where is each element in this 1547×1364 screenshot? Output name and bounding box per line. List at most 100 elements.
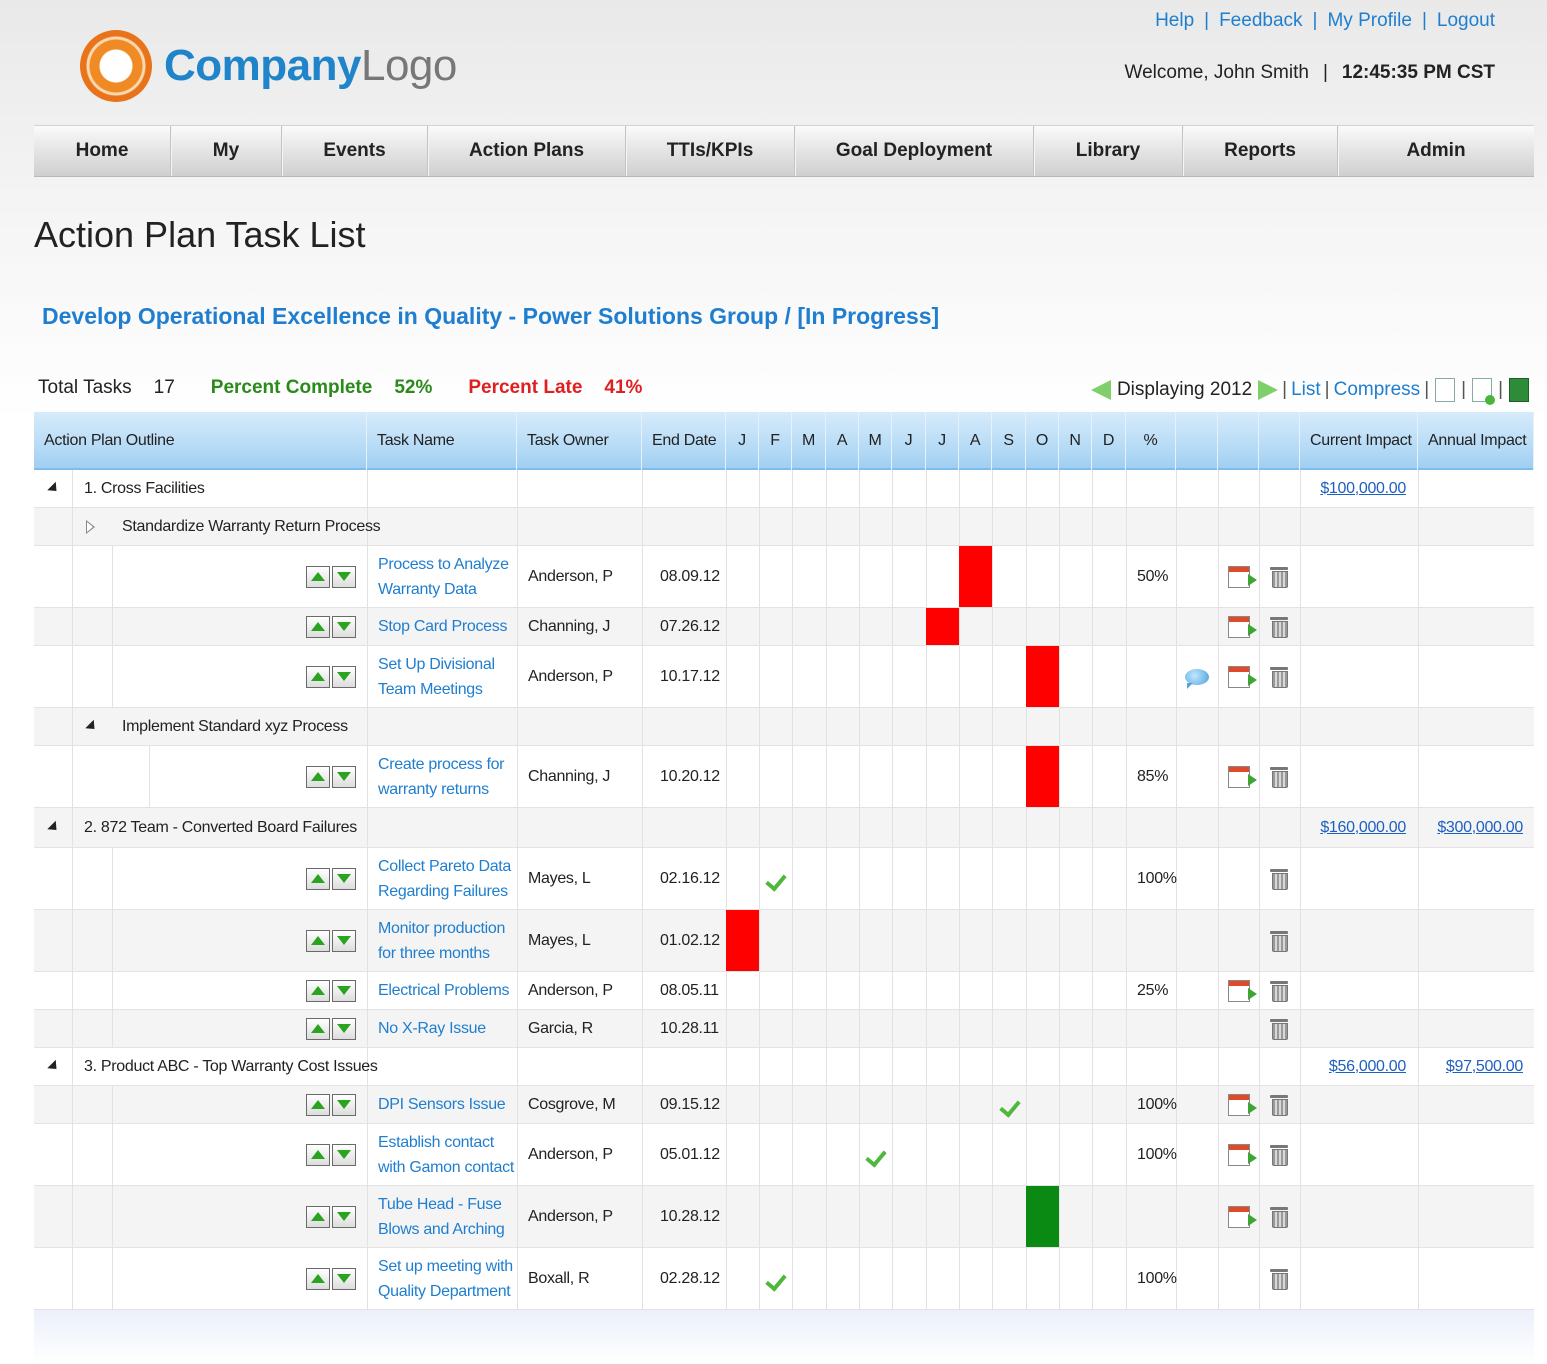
move-up-button[interactable] <box>306 979 330 1002</box>
excel-export-icon[interactable] <box>1509 378 1529 402</box>
task-name-line[interactable]: Warranty Data <box>378 580 477 598</box>
on-time-task-bar[interactable] <box>1026 1186 1059 1247</box>
delete-task-button[interactable] <box>1270 746 1288 807</box>
move-down-button[interactable] <box>332 1205 356 1228</box>
move-down-button[interactable] <box>332 1267 356 1290</box>
group-label[interactable]: 2. 872 Team - Converted Board Failures <box>84 818 357 836</box>
late-task-bar[interactable] <box>1026 746 1059 807</box>
task-name[interactable]: Set up meeting with Quality Department <box>378 1248 513 1309</box>
compress-link[interactable]: Compress <box>1333 379 1421 400</box>
my-profile-link[interactable]: My Profile <box>1327 10 1412 31</box>
task-name-line[interactable]: Monitor production <box>378 919 506 937</box>
move-down-button[interactable] <box>332 1143 356 1166</box>
company-logo[interactable]: CompanyLogo <box>80 30 457 102</box>
current-impact-value[interactable]: $56,000.00 <box>1328 1057 1406 1075</box>
help-link[interactable]: Help <box>1155 10 1195 31</box>
nav-action-plans[interactable]: Action Plans <box>428 126 626 176</box>
col-task-name[interactable]: Task Name <box>367 412 517 470</box>
subgroup-label[interactable]: Implement Standard xyz Process <box>122 717 348 735</box>
col-current-impact[interactable]: Current Impact <box>1300 412 1418 470</box>
task-name[interactable]: Stop Card Process <box>378 608 507 645</box>
move-down-button[interactable] <box>332 979 356 1002</box>
move-down-button[interactable] <box>332 615 356 638</box>
task-name[interactable]: Establish contact with Gamon contact <box>378 1124 514 1185</box>
task-name-line[interactable]: Establish contact <box>378 1133 494 1151</box>
annual-impact-value[interactable]: $97,500.00 <box>1445 1057 1523 1075</box>
task-name-line[interactable]: Tube Head - Fuse <box>378 1195 502 1213</box>
task-name-line[interactable]: Regarding Failures <box>378 882 508 900</box>
reschedule-button[interactable] <box>1228 1124 1257 1185</box>
delete-task-button[interactable] <box>1270 646 1288 707</box>
nav-ttis-kpis[interactable]: TTIs/KPIs <box>626 126 795 176</box>
current-impact-value[interactable]: $160,000.00 <box>1320 818 1406 836</box>
reschedule-button[interactable] <box>1228 546 1257 607</box>
move-down-button[interactable] <box>332 867 356 890</box>
delete-task-button[interactable] <box>1270 1186 1288 1247</box>
reschedule-button[interactable] <box>1228 972 1257 1009</box>
collapse-toggle[interactable] <box>47 470 61 507</box>
task-name[interactable]: Tube Head - Fuse Blows and Arching <box>378 1186 505 1247</box>
collapse-toggle[interactable] <box>47 1048 61 1085</box>
task-name[interactable]: Process to Analyze Warranty Data <box>378 546 509 607</box>
nav-home[interactable]: Home <box>34 126 171 176</box>
task-name-line[interactable]: DPI Sensors Issue <box>378 1096 506 1113</box>
move-down-button[interactable] <box>332 765 356 788</box>
nav-admin[interactable]: Admin <box>1406 140 1466 161</box>
next-year-icon[interactable] <box>1258 380 1279 400</box>
task-name-line[interactable]: with Gamon contact <box>378 1158 514 1176</box>
delete-task-button[interactable] <box>1270 1010 1288 1047</box>
task-name-line[interactable]: Set Up Divisional <box>378 655 495 673</box>
delete-task-button[interactable] <box>1270 848 1288 909</box>
task-name-line[interactable]: Stop Card Process <box>378 618 508 635</box>
task-name-line[interactable]: Team Meetings <box>378 680 483 698</box>
nav-my[interactable]: My <box>171 126 282 176</box>
feedback-link[interactable]: Feedback <box>1219 10 1303 31</box>
move-up-button[interactable] <box>306 1017 330 1040</box>
move-down-button[interactable] <box>332 565 356 588</box>
delete-task-button[interactable] <box>1270 910 1288 971</box>
task-name[interactable]: No X-Ray Issue <box>378 1010 486 1047</box>
col-annual-impact[interactable]: Annual Impact <box>1418 412 1534 470</box>
move-up-button[interactable] <box>306 565 330 588</box>
move-up-button[interactable] <box>306 1267 330 1290</box>
late-task-bar[interactable] <box>926 608 959 645</box>
task-name[interactable]: Electrical Problems <box>378 972 510 1009</box>
task-name-line[interactable]: Set up meeting with <box>378 1257 513 1275</box>
prev-year-icon[interactable] <box>1090 380 1111 400</box>
task-name-line[interactable]: Blows and Arching <box>378 1220 505 1238</box>
move-up-button[interactable] <box>306 615 330 638</box>
delete-task-button[interactable] <box>1270 972 1288 1009</box>
delete-task-button[interactable] <box>1270 1086 1288 1123</box>
move-down-button[interactable] <box>332 665 356 688</box>
reschedule-button[interactable] <box>1228 746 1257 807</box>
delete-task-button[interactable] <box>1270 608 1288 645</box>
nav-library[interactable]: Library <box>1034 126 1183 176</box>
group-label[interactable]: 3. Product ABC - Top Warranty Cost Issue… <box>84 1057 378 1075</box>
collapse-toggle[interactable] <box>47 808 61 847</box>
expand-toggle[interactable] <box>86 508 96 545</box>
delete-task-button[interactable] <box>1270 546 1288 607</box>
delete-task-button[interactable] <box>1270 1248 1288 1309</box>
nav-goal-deployment[interactable]: Goal Deployment <box>795 126 1034 176</box>
col-outline[interactable]: Action Plan Outline <box>34 412 367 470</box>
comment-button[interactable] <box>1185 646 1209 707</box>
move-down-button[interactable] <box>332 1093 356 1116</box>
reschedule-button[interactable] <box>1228 1186 1257 1247</box>
move-up-button[interactable] <box>306 1205 330 1228</box>
task-name-line[interactable]: Collect Pareto Data <box>378 857 512 875</box>
move-down-button[interactable] <box>332 929 356 952</box>
delete-task-button[interactable] <box>1270 1124 1288 1185</box>
annual-impact-value[interactable]: $300,000.00 <box>1437 818 1523 836</box>
nav-events[interactable]: Events <box>282 126 428 176</box>
late-task-bar[interactable] <box>959 546 992 607</box>
list-link[interactable]: List <box>1291 379 1321 400</box>
task-name[interactable]: Create process for warranty returns <box>378 746 505 807</box>
late-task-bar[interactable] <box>1026 646 1059 707</box>
current-impact-value[interactable]: $100,000.00 <box>1320 479 1406 497</box>
add-document-icon[interactable] <box>1472 378 1496 405</box>
task-name-line[interactable]: warranty returns <box>378 780 489 798</box>
task-name[interactable]: DPI Sensors Issue <box>378 1086 506 1123</box>
col-end-date[interactable]: End Date <box>642 412 726 470</box>
col-task-owner[interactable]: Task Owner <box>517 412 642 470</box>
task-name[interactable]: Monitor production for three months <box>378 910 505 971</box>
